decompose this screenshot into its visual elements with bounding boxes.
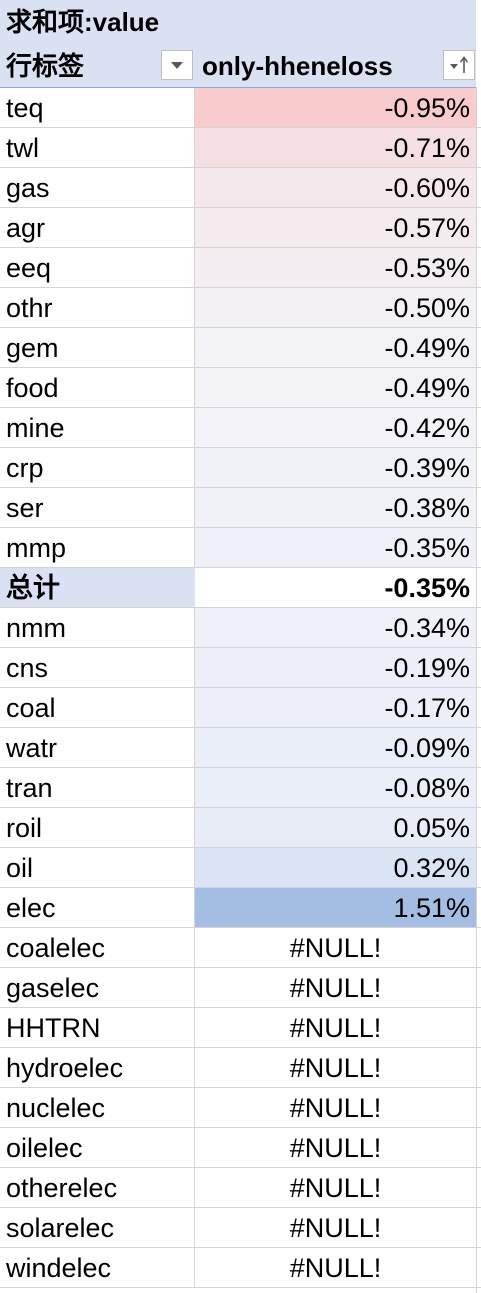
table-row: food -0.49% <box>0 368 481 408</box>
value-cell[interactable]: -0.57% <box>195 208 476 247</box>
grand-total-label[interactable]: 总计 <box>0 568 195 607</box>
row-label[interactable]: gem <box>0 328 195 367</box>
table-row: gem -0.49% <box>0 328 481 368</box>
table-row: mmp -0.35% <box>0 528 481 568</box>
table-row: mine -0.42% <box>0 408 481 448</box>
grand-total-value[interactable]: -0.35% <box>195 568 476 607</box>
row-label[interactable]: otherelec <box>0 1168 195 1207</box>
row-label[interactable]: nuclelec <box>0 1088 195 1127</box>
row-label[interactable]: gaselec <box>0 968 195 1007</box>
value-cell[interactable]: #NULL! <box>289 1133 382 1163</box>
row-label[interactable]: nmm <box>0 608 195 647</box>
value-cell[interactable]: -0.95% <box>195 88 476 127</box>
table-row: othr -0.50% <box>0 288 481 328</box>
column-header[interactable]: only-hheneloss <box>202 51 393 81</box>
table-row: eeq -0.53% <box>0 248 481 288</box>
row-label[interactable]: oil <box>0 848 195 887</box>
pivot-title[interactable]: 求和项:value <box>6 7 160 37</box>
value-cell[interactable]: -0.08% <box>195 768 476 807</box>
value-cell[interactable]: -0.49% <box>195 328 476 367</box>
table-row: coalelec #NULL! <box>0 928 481 968</box>
row-label[interactable]: mmp <box>0 528 195 567</box>
value-cell[interactable]: -0.34% <box>195 608 476 647</box>
table-row: elec 1.51% <box>0 888 481 928</box>
row-label[interactable]: cns <box>0 648 195 687</box>
value-cell[interactable]: #NULL! <box>289 1013 382 1043</box>
table-row: tran -0.08% <box>0 768 481 808</box>
row-label[interactable]: solarelec <box>0 1208 195 1247</box>
row-label[interactable]: watr <box>0 728 195 767</box>
table-row: roil 0.05% <box>0 808 481 848</box>
row-label[interactable]: gas <box>0 168 195 207</box>
row-labels-header[interactable]: 行标签 <box>6 51 85 81</box>
table-row: windelec #NULL! <box>0 1248 481 1288</box>
table-row: nuclelec #NULL! <box>0 1088 481 1128</box>
row-label[interactable]: elec <box>0 888 195 927</box>
table-row: HHTRN #NULL! <box>0 1008 481 1048</box>
table-row: oil 0.32% <box>0 848 481 888</box>
value-cell[interactable]: -0.50% <box>195 288 476 327</box>
row-label[interactable]: othr <box>0 288 195 327</box>
table-row: crp -0.39% <box>0 448 481 488</box>
row-label[interactable]: food <box>0 368 195 407</box>
value-cell[interactable]: 0.32% <box>195 848 476 887</box>
value-cell[interactable]: 0.05% <box>195 808 476 847</box>
table-row: gas -0.60% <box>0 168 481 208</box>
row-label[interactable]: teq <box>0 88 195 127</box>
column-gridline <box>476 87 477 1293</box>
row-label[interactable]: roil <box>0 808 195 847</box>
table-row: coal -0.17% <box>0 688 481 728</box>
table-row: hydroelec #NULL! <box>0 1048 481 1088</box>
row-label[interactable]: hydroelec <box>0 1048 195 1087</box>
table-row: teq -0.95% <box>0 88 481 128</box>
value-cell[interactable]: #NULL! <box>289 1213 382 1243</box>
value-cell[interactable]: #NULL! <box>289 1253 382 1283</box>
value-cell[interactable]: #NULL! <box>289 973 382 1003</box>
row-label[interactable]: HHTRN <box>0 1008 195 1047</box>
value-cell[interactable]: -0.60% <box>195 168 476 207</box>
row-label[interactable]: ser <box>0 488 195 527</box>
sort-filter-icon[interactable] <box>443 50 475 80</box>
row-label[interactable]: crp <box>0 448 195 487</box>
value-cell[interactable]: -0.38% <box>195 488 476 527</box>
value-cell[interactable]: #NULL! <box>289 1093 382 1123</box>
grand-total-row: 总计 -0.35% <box>0 568 481 608</box>
row-label[interactable]: tran <box>0 768 195 807</box>
table-row: gaselec #NULL! <box>0 968 481 1008</box>
value-cell[interactable]: -0.35% <box>195 528 476 567</box>
row-label[interactable]: coal <box>0 688 195 727</box>
row-label[interactable]: mine <box>0 408 195 447</box>
value-cell[interactable]: #NULL! <box>289 933 382 963</box>
table-row: twl -0.71% <box>0 128 481 168</box>
value-cell[interactable]: -0.39% <box>195 448 476 487</box>
row-label[interactable]: windelec <box>0 1248 195 1287</box>
row-label[interactable]: coalelec <box>0 928 195 967</box>
value-cell[interactable]: #NULL! <box>289 1173 382 1203</box>
pivot-header-row: 行标签 only-hheneloss <box>0 45 476 88</box>
value-cell[interactable]: #NULL! <box>289 1053 382 1083</box>
table-row: nmm -0.34% <box>0 608 481 648</box>
value-cell[interactable]: -0.17% <box>195 688 476 727</box>
row-label[interactable]: oilelec <box>0 1128 195 1167</box>
table-row: ser -0.38% <box>0 488 481 528</box>
filter-dropdown-icon[interactable] <box>161 50 193 80</box>
value-cell[interactable]: -0.09% <box>195 728 476 767</box>
table-row: oilelec #NULL! <box>0 1128 481 1168</box>
row-label[interactable]: eeq <box>0 248 195 287</box>
value-cell[interactable]: 1.51% <box>195 888 476 927</box>
value-cell[interactable]: -0.42% <box>195 408 476 447</box>
table-row: watr -0.09% <box>0 728 481 768</box>
value-cell[interactable]: -0.53% <box>195 248 476 287</box>
value-cell[interactable]: -0.19% <box>195 648 476 687</box>
value-cell[interactable]: -0.49% <box>195 368 476 407</box>
table-row: otherelec #NULL! <box>0 1168 481 1208</box>
row-label[interactable]: agr <box>0 208 195 247</box>
table-row: cns -0.19% <box>0 648 481 688</box>
table-row: agr -0.57% <box>0 208 481 248</box>
pivot-title-row: 求和项:value <box>0 0 476 45</box>
row-label[interactable]: twl <box>0 128 195 167</box>
value-cell[interactable]: -0.71% <box>195 128 476 167</box>
table-row: solarelec #NULL! <box>0 1208 481 1248</box>
